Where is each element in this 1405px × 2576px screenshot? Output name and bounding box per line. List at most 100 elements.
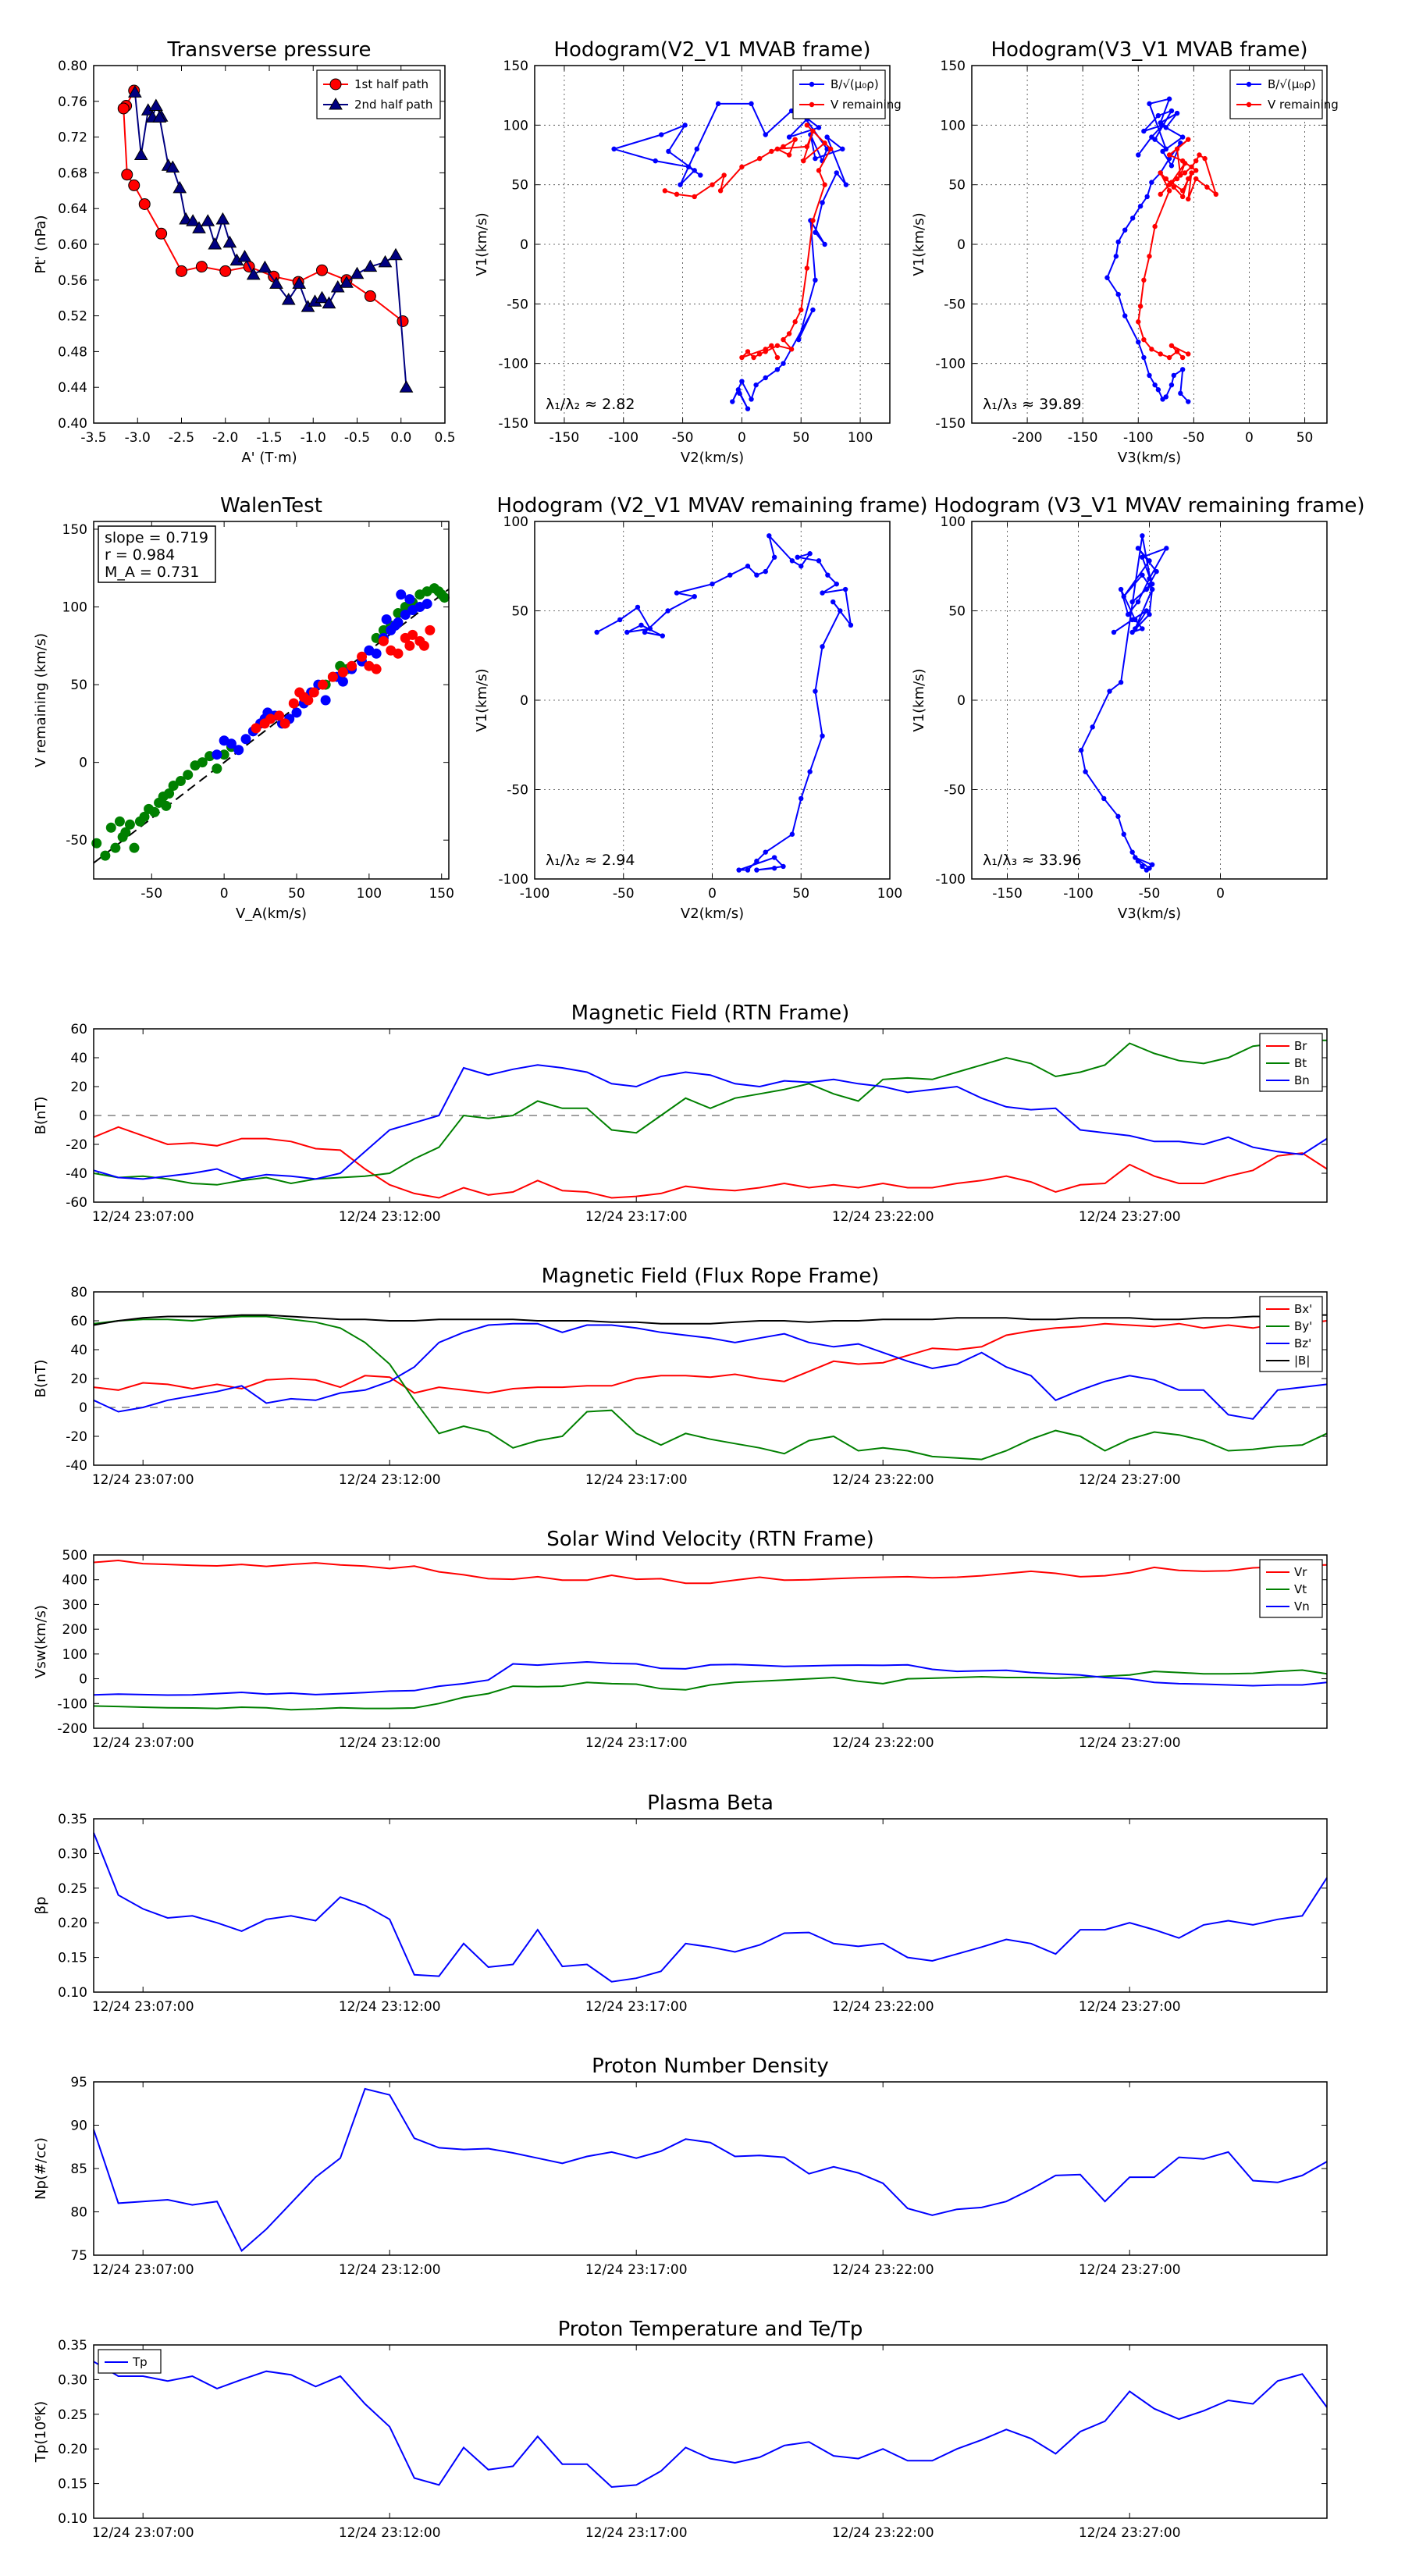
walen-ylabel: V remaining (km/s)	[33, 633, 49, 767]
b_rtn-legend-label-2: Bn	[1294, 1073, 1310, 1087]
beta-ytick-label: 0.30	[58, 1846, 87, 1862]
hodo_v2_mvab-series-1-point	[792, 137, 798, 142]
hodo_v2_mvav-series-0-point	[754, 867, 759, 873]
hodo_v3_mvab-series-0-point	[1137, 203, 1144, 209]
hodo_v3_mvav-series-0-point	[1078, 747, 1084, 753]
hodo_v2_mvab-series-1-point	[756, 351, 763, 357]
walen-series-0-point	[149, 806, 160, 817]
b_flux-ytick-label: 80	[70, 1285, 87, 1300]
hodo_v2_mvab-ytick-label: -100	[498, 357, 528, 372]
hodo_v3_mvav-xtick-label: -100	[1063, 886, 1094, 902]
vsw-ytick-label: -100	[57, 1696, 87, 1712]
walen-series-2-point	[393, 648, 404, 659]
hodo_v3_mvab-xlabel: V3(km/s)	[1118, 450, 1181, 466]
tp-series-1-point	[222, 235, 237, 248]
hodo_v3_mvab-series-1-point	[1158, 191, 1163, 197]
tp-ytick-label: 0.80	[58, 59, 87, 74]
hodo_v2_mvab-legend-label-1: V remaining	[831, 98, 902, 112]
tp-series-1-point	[378, 254, 393, 268]
tp-xtick-label: -2.0	[212, 430, 238, 446]
hodo_v2_mvab-series-0-point	[749, 101, 754, 107]
beta-ytick-label: 0.15	[58, 1951, 87, 1966]
walen-ytick-label: 50	[70, 678, 87, 693]
hodo_v3_mvav-ytick-label: 0	[957, 693, 966, 709]
beta-ytick-label: 0.35	[58, 1812, 87, 1827]
vsw-ytick-label: 300	[62, 1597, 87, 1613]
hodo_v3_mvab-ytick-label: 150	[941, 59, 966, 74]
walen-series-2-point	[347, 660, 357, 671]
beta-series-0-line	[93, 1832, 1328, 1983]
tp-series-1-point	[173, 180, 187, 194]
hodo_v3_mvab-legend-label-1: V remaining	[1268, 98, 1339, 112]
hodo_v2_mvab-series-1-point	[786, 331, 792, 336]
hodo_v3_mvab-series-1-point	[1168, 180, 1175, 185]
vsw-legend-label-1: Vt	[1294, 1582, 1307, 1596]
hodo_v2_mvav-series-0-point	[674, 590, 680, 596]
tp-series-0-point	[117, 102, 130, 115]
vsw-title: Solar Wind Velocity (RTN Frame)	[546, 1528, 873, 1551]
hodo_v3_mvab-series-0-point	[1113, 254, 1119, 259]
tp-series-1-point	[281, 292, 296, 305]
hodo_v3_mvab-legend-frame	[1229, 69, 1323, 119]
b_rtn-xtick-label: 12/24 23:22:00	[832, 1209, 934, 1225]
hodo_v3_mvab-series-1-point	[1197, 152, 1202, 158]
tp_temp-legend-label-0: Tp	[132, 2355, 148, 2369]
b_rtn-ytick-label: -20	[66, 1137, 87, 1153]
hodo_v2_mvab-legend-marker	[809, 101, 815, 108]
walen-series-0-point	[124, 819, 135, 830]
hodo_v3_mvav-series-0-point	[1115, 813, 1121, 820]
hodo_v3_mvab-series-1-point	[1174, 176, 1180, 182]
hodo_v3_mvab-xtick-label: -150	[1068, 430, 1098, 446]
tp-ytick-label: 0.44	[58, 380, 87, 396]
tp-xtick-label: -0.5	[344, 430, 370, 446]
b_flux-series-0-line	[93, 1320, 1328, 1394]
walen-series-2-point	[425, 624, 436, 635]
hodo_v2_mvav-series-0-point	[754, 572, 759, 578]
hodo_v3_mvab-series-1-point	[1213, 191, 1219, 197]
b_rtn-series-0-line	[93, 1126, 1328, 1199]
hodo_v3_mvab-series-1-point	[1137, 304, 1144, 309]
hodo_v3_mvab-series-1-point	[1166, 152, 1172, 158]
b_rtn-frame	[93, 1028, 1328, 1203]
b_rtn-xtick-label: 12/24 23:07:00	[92, 1209, 194, 1225]
hodo_v3_mvab-ytick-label: 0	[957, 237, 966, 253]
vsw-xtick-label: 12/24 23:12:00	[339, 1735, 441, 1751]
walen-series-1-point	[212, 749, 222, 760]
b_flux-ytick-label: 0	[79, 1400, 87, 1416]
vsw-ytick-label: 0	[79, 1672, 87, 1688]
tp-series-0-point	[316, 264, 328, 276]
np-ytick-label: 90	[70, 2119, 87, 2134]
walen-series-2-point	[288, 698, 299, 709]
beta-title: Plasma Beta	[647, 1791, 774, 1815]
b_rtn-legend-label-0: Br	[1294, 1039, 1307, 1053]
hodo_v2_mvab-series-1-point	[822, 141, 827, 146]
beta-xtick-label: 12/24 23:27:00	[1079, 1999, 1181, 2015]
hodo_v2_mvab-series-0-point	[786, 134, 792, 140]
hodo_v2_mvav-series-0-point	[825, 572, 831, 578]
hodo_v3_mvab-series-0-point	[1158, 120, 1163, 126]
hodo_v2_mvab-title: Hodogram(V2_V1 MVAB frame)	[553, 38, 870, 62]
b_rtn-series-2-line	[93, 1064, 1328, 1180]
hodo_v2_mvav-series-0-point	[795, 554, 800, 560]
beta-ylabel: βp	[33, 1897, 49, 1915]
hodo_v3_mvav-series-0-point	[1133, 855, 1138, 860]
vsw-series-2-line	[93, 1660, 1328, 1696]
hodo_v2_mvab-legend: B/√(μ₀ρ) V remaining	[792, 69, 902, 119]
hodo_v2_mvab-series-1-point	[781, 144, 786, 150]
walen-series-1-point	[393, 617, 404, 628]
walen-series-1-point	[404, 594, 415, 605]
hodo_v3_mvav-series-0-point	[1129, 599, 1135, 605]
tp-series-1-point	[237, 250, 252, 262]
tp_temp-ytick-label: 0.25	[58, 2407, 87, 2423]
hodo_v2_mvab-series-0-point	[813, 155, 818, 162]
tp_temp-ytick-label: 0.15	[58, 2477, 87, 2492]
tp-series-1-point	[165, 160, 180, 173]
hodo_v3_mvab-series-1-point	[1171, 184, 1176, 190]
hodo_v3_mvab-series-0-point	[1179, 134, 1186, 140]
hodo_v3_mvab-series-0-point	[1168, 382, 1175, 388]
hodo_v2_mvab-legend-frame	[792, 69, 886, 119]
walen-title: WalenTest	[220, 494, 322, 518]
hodo_v3_mvab-series-1-point	[1189, 170, 1194, 176]
